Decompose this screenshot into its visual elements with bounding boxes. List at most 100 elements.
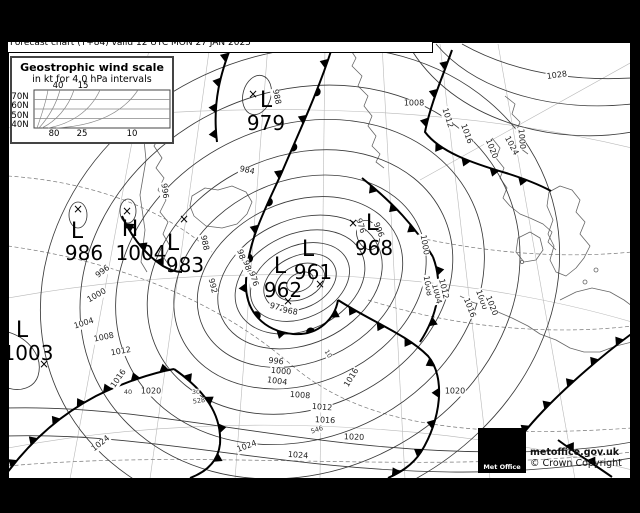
pressure-centre-letter: H bbox=[121, 217, 139, 242]
pressure-centre-value: 961 bbox=[293, 260, 333, 284]
wind-scale-subtitle: in kt for 4.0 hPa intervals bbox=[32, 74, 152, 85]
frame-bottom bbox=[0, 479, 640, 513]
met-office-url: metoffice.gov.uk bbox=[530, 447, 620, 458]
cold-front-symbol bbox=[103, 383, 113, 393]
pressure-centre-letter: L bbox=[15, 318, 29, 343]
cold-front-symbol bbox=[389, 203, 398, 213]
cold-front-symbol bbox=[155, 257, 164, 267]
pressure-centre-x-mark: × bbox=[247, 87, 259, 101]
wind-scale-lat-70n: 70N bbox=[11, 92, 29, 102]
cold-front-symbol bbox=[330, 308, 340, 318]
coast-britain bbox=[546, 185, 591, 277]
cold-front-symbol bbox=[391, 467, 401, 477]
warm-front-symbol bbox=[306, 327, 315, 334]
cold-front-symbol bbox=[183, 373, 192, 383]
cold-front-symbol bbox=[542, 400, 552, 410]
coast-ireland bbox=[515, 231, 544, 263]
front-line bbox=[423, 49, 552, 192]
cold-front-symbol bbox=[489, 168, 500, 177]
isobar-value-label: 1024 bbox=[286, 449, 310, 462]
warm-front-symbol bbox=[291, 142, 298, 152]
cold-front-symbol bbox=[212, 77, 221, 88]
cold-front-symbol bbox=[376, 322, 386, 332]
front-line bbox=[121, 215, 183, 273]
cold-front-symbol bbox=[208, 129, 217, 140]
frame-top bbox=[0, 0, 640, 42]
cold-front-symbol bbox=[159, 363, 170, 373]
isobar-value-label: 1020 bbox=[342, 432, 366, 443]
cold-front-symbol bbox=[218, 423, 227, 434]
pressure-centre-x-mark: × bbox=[121, 204, 133, 218]
isobar-value-label: 1000 bbox=[515, 127, 528, 151]
isobar-value-label: 1008 bbox=[288, 389, 312, 402]
pressure-centre-value: 962 bbox=[263, 278, 303, 302]
isobar-value-label: 1020 bbox=[443, 386, 467, 397]
cold-front-symbol bbox=[138, 242, 148, 252]
coast-baltic bbox=[559, 287, 630, 305]
cold-front-symbol bbox=[9, 459, 18, 468]
isobar-value-label: 1020 bbox=[139, 386, 163, 397]
frame-right bbox=[631, 0, 640, 513]
cold-front-symbol bbox=[565, 378, 575, 388]
pressure-centre-letter: L bbox=[301, 237, 315, 262]
cold-front-symbol bbox=[587, 456, 596, 466]
cold-front-symbol bbox=[297, 114, 307, 125]
cold-front-symbol bbox=[404, 337, 413, 347]
wind-scale-box: Geostrophic wind scale in kt for 4.0 hPa… bbox=[10, 56, 174, 144]
cold-front-symbol bbox=[435, 142, 444, 152]
cold-front-symbol bbox=[518, 177, 528, 186]
cold-front-symbol bbox=[76, 398, 86, 408]
cold-front-symbol bbox=[435, 265, 445, 276]
frame-left bbox=[0, 0, 8, 513]
chart-title: Forecast chart (T+84) valid 12 UTC MON 2… bbox=[10, 42, 251, 48]
cold-front-symbol bbox=[428, 88, 438, 99]
pressure-centre-letter: L bbox=[273, 254, 287, 279]
pressure-centre-x-mark: × bbox=[38, 357, 50, 371]
cold-front-symbol bbox=[238, 283, 247, 294]
cold-front-symbol bbox=[419, 117, 429, 128]
pressure-centre-letter: L bbox=[166, 231, 180, 256]
cold-front-symbol bbox=[461, 157, 471, 167]
front-line bbox=[173, 368, 222, 478]
cold-front-symbol bbox=[368, 184, 378, 194]
pressure-centre-x-mark: × bbox=[347, 216, 359, 230]
pressure-centre-x-mark: × bbox=[282, 294, 294, 308]
branding-text: metoffice.gov.uk © Crown Copyright bbox=[530, 447, 622, 469]
thickness-value-label: 30 bbox=[191, 387, 201, 396]
cold-front-symbol bbox=[348, 306, 358, 316]
cold-front-symbol bbox=[407, 223, 417, 233]
coast-norway bbox=[347, 45, 385, 169]
pressure-centre-x-mark: × bbox=[314, 277, 326, 291]
wind-scale-lat-60n: 60N bbox=[11, 101, 29, 111]
cold-front-symbol bbox=[590, 356, 599, 366]
wind-scale-top-15: 15 bbox=[77, 81, 89, 91]
cold-front-symbol bbox=[219, 52, 229, 63]
wind-scale-top-40: 40 bbox=[52, 81, 64, 91]
thickness-value-label: 528 bbox=[192, 395, 206, 406]
pressure-centre-x-mark: × bbox=[72, 202, 84, 216]
cold-front-symbol bbox=[425, 357, 435, 367]
pressure-centre-value: 1003 bbox=[2, 341, 54, 365]
isobar-value-label: 1012 bbox=[310, 401, 334, 414]
cold-front-symbol bbox=[439, 60, 449, 71]
pressure-centre-letter: L bbox=[365, 211, 379, 236]
cold-front-symbol bbox=[615, 336, 624, 346]
warm-front-symbol bbox=[314, 87, 321, 97]
pressure-centre-value: 986 bbox=[64, 241, 104, 265]
cold-front-symbol bbox=[565, 442, 574, 452]
cold-front-symbol bbox=[274, 169, 283, 180]
pressure-centre-letter: L bbox=[70, 219, 84, 244]
met-office-logo-label: Met Office bbox=[483, 463, 521, 471]
chart-title-bar: Forecast chart (T+84) valid 12 UTC MON 2… bbox=[8, 42, 433, 53]
pressure-centre-value: 968 bbox=[354, 236, 394, 260]
warm-front-symbol bbox=[253, 311, 261, 320]
front-line bbox=[337, 299, 441, 478]
cold-front-symbol bbox=[208, 103, 217, 114]
coast-jutland bbox=[491, 137, 557, 251]
cold-front-symbol bbox=[130, 372, 141, 382]
pressure-centre-value: 979 bbox=[246, 111, 286, 135]
cold-front-symbol bbox=[431, 387, 440, 398]
front-line bbox=[9, 368, 175, 473]
